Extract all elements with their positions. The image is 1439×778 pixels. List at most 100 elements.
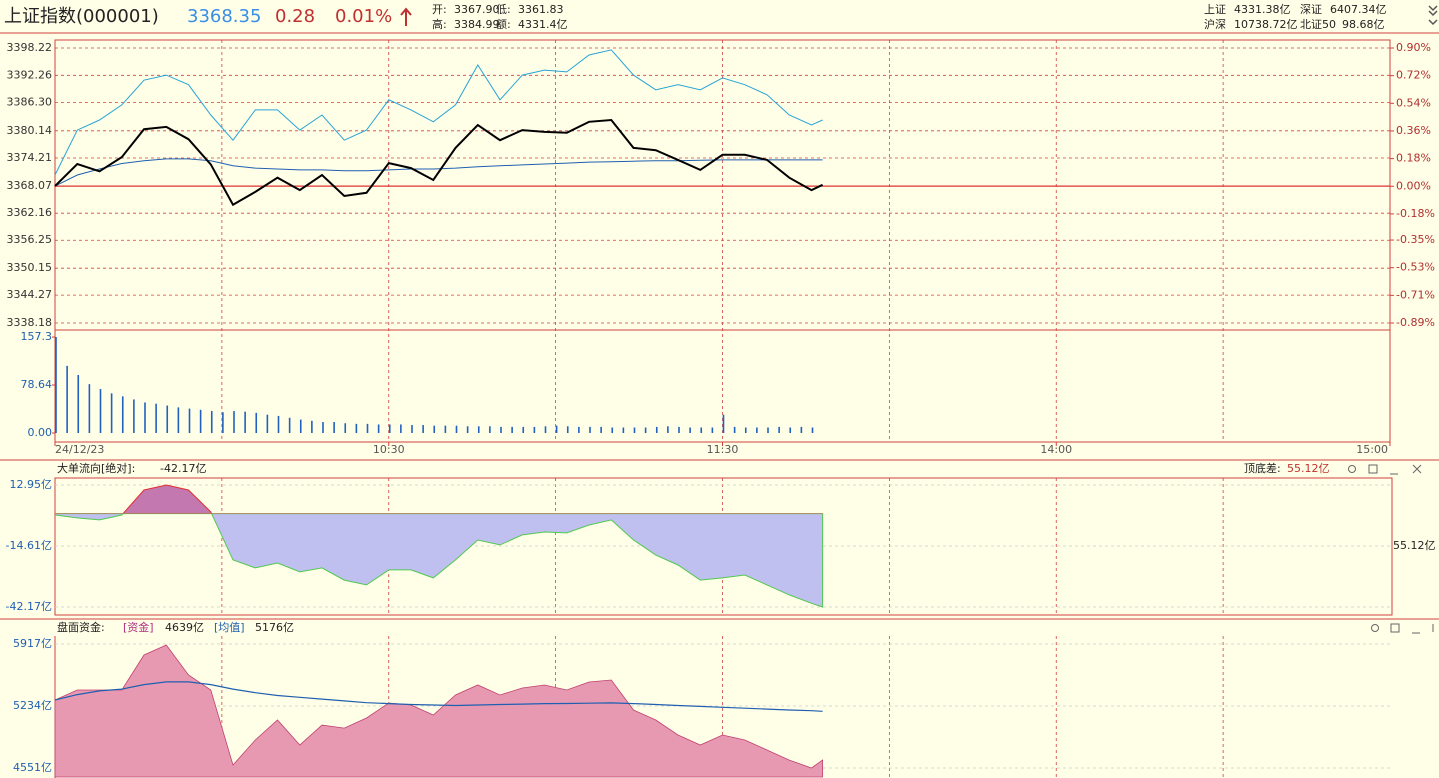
spread-value: 55.12亿 (1287, 462, 1330, 475)
volume-bar (800, 426, 803, 433)
volume-bar (578, 426, 580, 433)
volume-bar (756, 427, 758, 433)
price-line (54, 118, 824, 207)
market-label: 上证 (1204, 3, 1226, 16)
volume-bar (288, 417, 291, 433)
y-tick-label: 3356.25 (7, 233, 53, 246)
volume-bar (733, 426, 736, 433)
volume-bar (555, 425, 558, 433)
volume-bar (188, 408, 191, 433)
capital-title: 盘面资金: (57, 620, 105, 634)
market-label: 深证 (1300, 3, 1322, 16)
market-value: 4331.38亿 (1234, 3, 1291, 16)
mean-line (54, 681, 823, 712)
collapse-icon[interactable] (1428, 5, 1438, 26)
volume-bar (477, 426, 480, 433)
volume-bar (388, 424, 391, 433)
volume-bar (422, 425, 424, 433)
flow-area-positive (55, 484, 824, 514)
volume-bar (566, 426, 569, 433)
volume-bar (77, 375, 80, 433)
info-label: 额: (496, 18, 511, 31)
volume-bar (144, 402, 146, 433)
flow-right-label: 55.12亿 (1393, 539, 1436, 552)
flow-title: 大单流向[绝对]: (57, 461, 135, 475)
y-tick-label: 5917亿 (13, 637, 52, 650)
spread-label: 顶底差: (1244, 461, 1281, 475)
y-tick-label: 78.64 (21, 378, 53, 391)
market-value: 10738.72亿 (1234, 18, 1298, 31)
volume-bar (255, 412, 258, 433)
y2-tick-label: -0.71% (1396, 288, 1435, 301)
y2-tick-label: -0.35% (1396, 233, 1435, 246)
volume-bar (678, 426, 680, 433)
volume-bar (55, 337, 57, 433)
volume-bar (99, 389, 102, 433)
volume-bar (811, 427, 814, 433)
volume-bar (233, 411, 235, 433)
volume-bar (711, 427, 714, 433)
volume-bar (121, 396, 124, 433)
fund-label: [资金] (123, 620, 154, 634)
volume-bar (322, 422, 324, 433)
y-tick-label: -42.17亿 (6, 600, 52, 613)
volume-bar (110, 393, 113, 433)
title: 上证指数(000001) (4, 6, 159, 27)
volume-bar (655, 426, 658, 433)
volume-bar (210, 411, 213, 433)
y2-tick-label: 0.54% (1396, 96, 1431, 109)
panel-controls[interactable] (1348, 464, 1422, 475)
volume-bar (667, 426, 669, 433)
y-tick-label: 157.3 (21, 330, 53, 343)
info-label: 高: (432, 17, 447, 31)
volume-bar (155, 403, 157, 433)
volume-bar (767, 427, 769, 433)
y2-tick-label: 0.36% (1396, 124, 1431, 137)
volume-bar (355, 423, 358, 433)
fund-area (54, 644, 824, 778)
volume-bar (333, 422, 335, 433)
fund-value: 4639亿 (165, 621, 204, 634)
info-value: 3361.83 (518, 3, 564, 16)
volume-bar (244, 411, 246, 433)
volume-bar (589, 426, 591, 433)
info-value: 4331.4亿 (518, 18, 568, 31)
y-tick-label: 4551亿 (13, 761, 52, 774)
volume-bar (633, 427, 636, 433)
volume-bar (611, 427, 614, 433)
volume-bar (600, 426, 602, 433)
y-tick-label: 0.00 (28, 426, 53, 439)
y2-tick-label: -0.53% (1396, 261, 1435, 274)
panel-controls[interactable] (1371, 623, 1434, 634)
y-tick-label: 12.95亿 (10, 478, 53, 491)
y2-tick-label: 0.18% (1396, 152, 1431, 165)
volume-bar (644, 427, 647, 433)
y-tick-label: 3362.16 (7, 206, 53, 219)
up-arrow (400, 7, 412, 26)
info-value: 3367.90 (454, 3, 500, 16)
volume-bar (366, 423, 369, 433)
volume-bar (133, 399, 135, 433)
change: 0.28 (275, 6, 315, 27)
y-tick-label: -14.61亿 (6, 539, 52, 552)
volume-bar (344, 423, 347, 433)
mean-value: 5176亿 (255, 621, 294, 634)
x-tick-label: 14:00 (1040, 443, 1072, 456)
volume-bar (266, 414, 269, 433)
volume-bar (177, 407, 180, 433)
volume-bar (377, 424, 380, 433)
y2-tick-label: -0.18% (1396, 207, 1435, 220)
market-label: 北证50 (1300, 18, 1336, 31)
info-label: 开: (432, 3, 447, 16)
y2-tick-label: -0.89% (1396, 316, 1435, 329)
volume-bar (744, 427, 747, 433)
y-tick-label: 3380.14 (7, 124, 53, 137)
y2-tick-label: 0.90% (1396, 41, 1431, 54)
mean-label: [均值] (214, 621, 245, 634)
volume-bar (299, 419, 302, 433)
x-tick-label: 24/12/23 (55, 443, 104, 456)
info-value: 3384.99 (454, 18, 500, 31)
price: 3368.35 (187, 6, 261, 27)
